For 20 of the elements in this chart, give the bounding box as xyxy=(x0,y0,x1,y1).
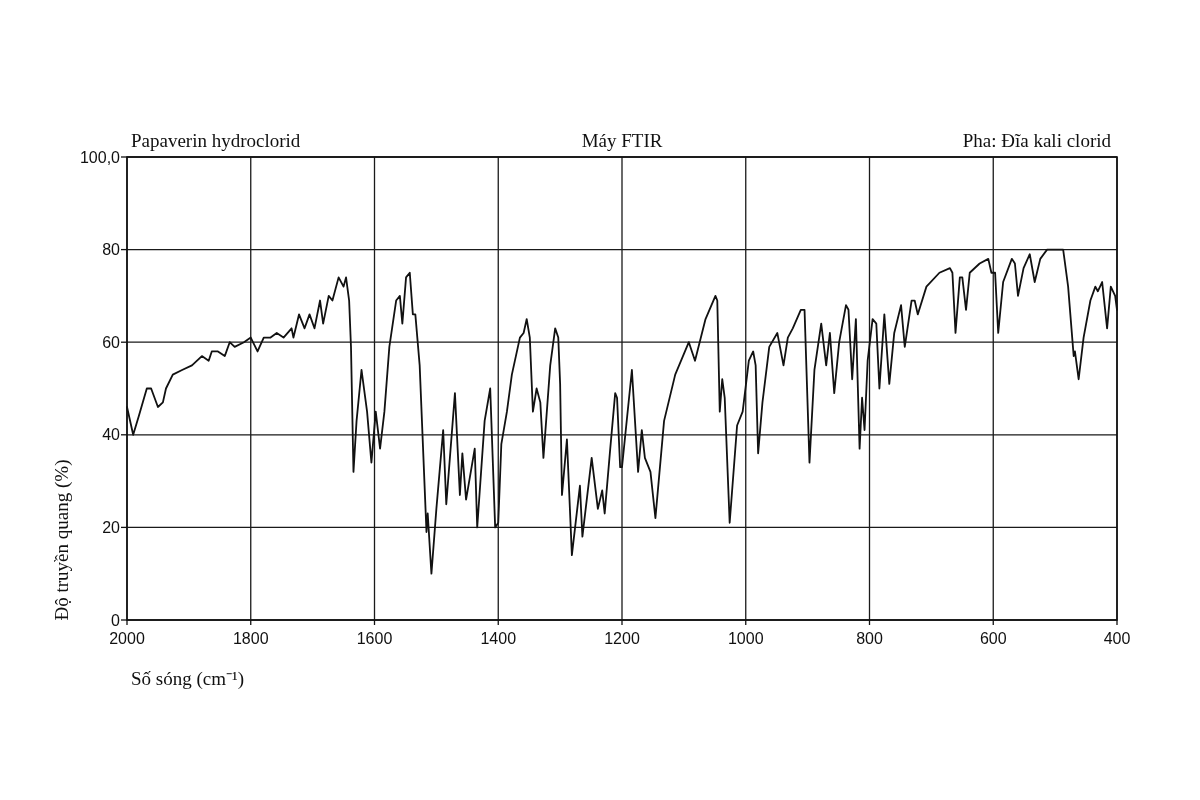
chart-title: Máy FTIR xyxy=(581,130,663,151)
x-tick-label: 800 xyxy=(856,630,883,647)
x-tick-label: 2000 xyxy=(109,630,145,647)
x-tick-label: 1000 xyxy=(727,630,764,647)
x-tick-label: 1600 xyxy=(356,630,393,647)
x-tick-label: 1800 xyxy=(232,630,269,647)
x-tick-label: 600 xyxy=(979,630,1007,647)
y-axis-title: Độ truyền quang (%) xyxy=(51,459,73,621)
y-tick-label: 80 xyxy=(102,241,121,259)
x-tick-label: 1400 xyxy=(480,630,517,647)
y-tick-label: 0 xyxy=(111,611,121,629)
y-tick-label: 100,0 xyxy=(79,148,121,166)
y-tick-label: 20 xyxy=(102,519,121,536)
y-tick-label: 40 xyxy=(102,426,121,444)
x-tick-label: 400 xyxy=(1103,630,1131,647)
text: Papaverin hydroclorid xyxy=(131,130,301,151)
text: Pha: Đĩa kali clorid xyxy=(962,130,1112,151)
x-axis-title: Số sóng (cm⁻¹) xyxy=(131,668,245,690)
y-tick-label: 60 xyxy=(102,333,121,351)
x-tick-label: 1200 xyxy=(604,630,640,647)
